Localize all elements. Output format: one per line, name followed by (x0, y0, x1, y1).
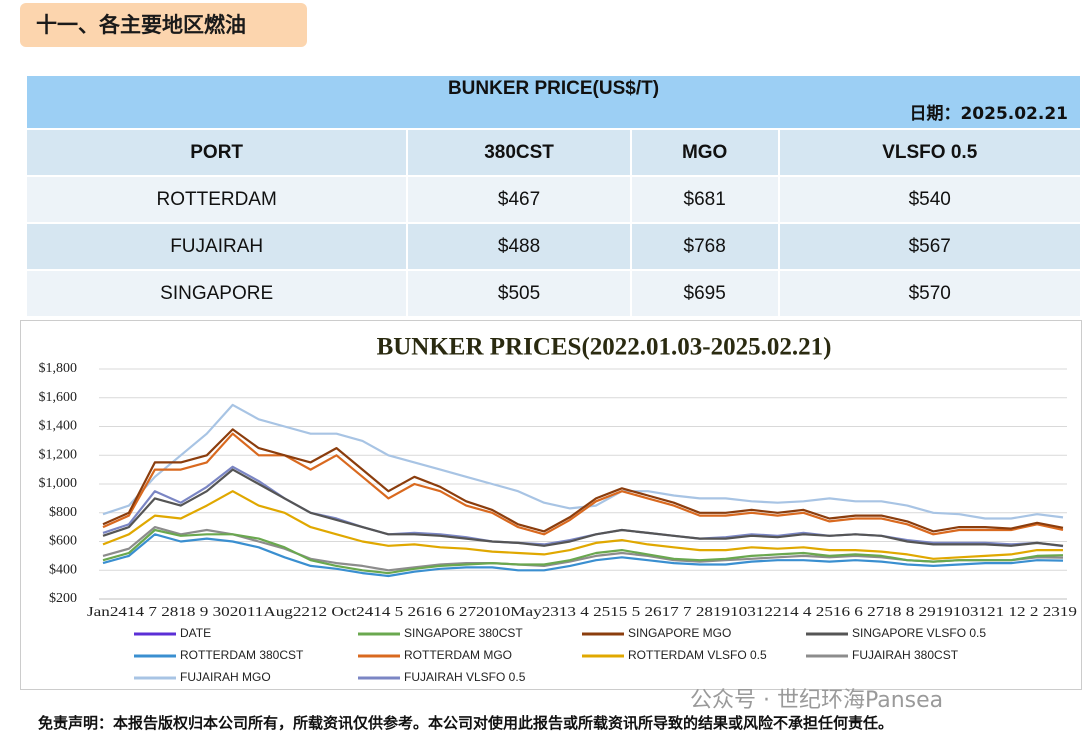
column-header: MGO (629, 128, 780, 177)
series-line (102, 428, 1064, 533)
legend-label: FUJAIRAH MGO (180, 670, 271, 684)
series-line (102, 468, 1064, 547)
series-line (102, 490, 1063, 560)
y-tick-label: $1,000 (39, 476, 78, 491)
table-date: 日期：2025.02.21 (909, 104, 1068, 124)
table-cell: $467 (406, 175, 632, 224)
table-row: SINGAPORE $505 $695 $570 (24, 269, 1083, 318)
x-axis-labels: Jan2414 7 2818 9 302011Aug2212 Oct2414 5… (87, 605, 1077, 620)
column-header: VLSFO 0.5 (777, 128, 1083, 177)
table-row: ROTTERDAM $467 $681 $540 (24, 175, 1083, 224)
table-cell: FUJAIRAH (24, 222, 409, 271)
y-tick-label: $1,200 (39, 447, 78, 462)
table-cell: $768 (629, 222, 780, 271)
legend-label: FUJAIRAH VLSFO 0.5 (404, 670, 526, 684)
price-table: BUNKER PRICE(US$/T) 日期：2025.02.21 PORT 38… (24, 74, 1083, 318)
table-cell: $681 (629, 175, 780, 224)
legend-label: SINGAPORE MGO (628, 626, 731, 640)
legend-label: DATE (180, 626, 211, 640)
legend-label: ROTTERDAM MGO (404, 648, 512, 662)
column-header: PORT (24, 128, 409, 177)
table-row: FUJAIRAH $488 $768 $567 (24, 222, 1083, 271)
legend-label: SINGAPORE VLSFO 0.5 (852, 626, 986, 640)
table-cell: $570 (777, 269, 1083, 318)
watermark: 公众号 · 世纪环海Pansea (690, 688, 944, 713)
table-cell: $505 (406, 269, 632, 318)
legend-label: ROTTERDAM 380CST (180, 648, 304, 662)
table-cell: $567 (777, 222, 1083, 271)
y-tick-label: $600 (49, 534, 77, 549)
disclaimer: 免责声明：本报告版权归本公司所有，所载资讯仅供参考。本公司对使用此报告或所载资讯… (38, 714, 894, 732)
table-cell: $695 (629, 269, 780, 318)
table-cell: $540 (777, 175, 1083, 224)
table-title: BUNKER PRICE(US$/T) (447, 78, 660, 99)
chart: BUNKER PRICES(2022.01.03-2025.02.21) $200… (20, 320, 1082, 690)
column-header: 380CST (406, 128, 632, 177)
y-tick-label: $400 (49, 562, 77, 577)
table-cell: SINGAPORE (24, 269, 409, 318)
header-row: PORT 380CST MGO VLSFO 0.5 (24, 128, 1083, 177)
table-cell: ROTTERDAM (24, 175, 409, 224)
legend-label: FUJAIRAH 380CST (852, 648, 959, 662)
series-line (102, 533, 1064, 578)
table-title-cell: BUNKER PRICE(US$/T) 日期：2025.02.21 (25, 74, 1082, 130)
series-line (102, 528, 1064, 575)
series-line (102, 403, 1064, 520)
y-tick-label: $1,600 (39, 390, 78, 405)
y-tick-label: $200 (49, 591, 77, 606)
y-tick-label: $800 (49, 505, 77, 520)
y-tick-label: $1,400 (39, 419, 78, 434)
legend-label: SINGAPORE 380CST (404, 626, 523, 640)
chart-title: BUNKER PRICES(2022.01.03-2025.02.21) (377, 334, 832, 361)
y-tick-label: $1,800 (39, 361, 78, 376)
legend-label: ROTTERDAM VLSFO 0.5 (628, 648, 767, 662)
table-cell: $488 (406, 222, 632, 271)
section-title: 十一、各主要地区燃油 (20, 3, 307, 47)
series-line (102, 432, 1064, 536)
